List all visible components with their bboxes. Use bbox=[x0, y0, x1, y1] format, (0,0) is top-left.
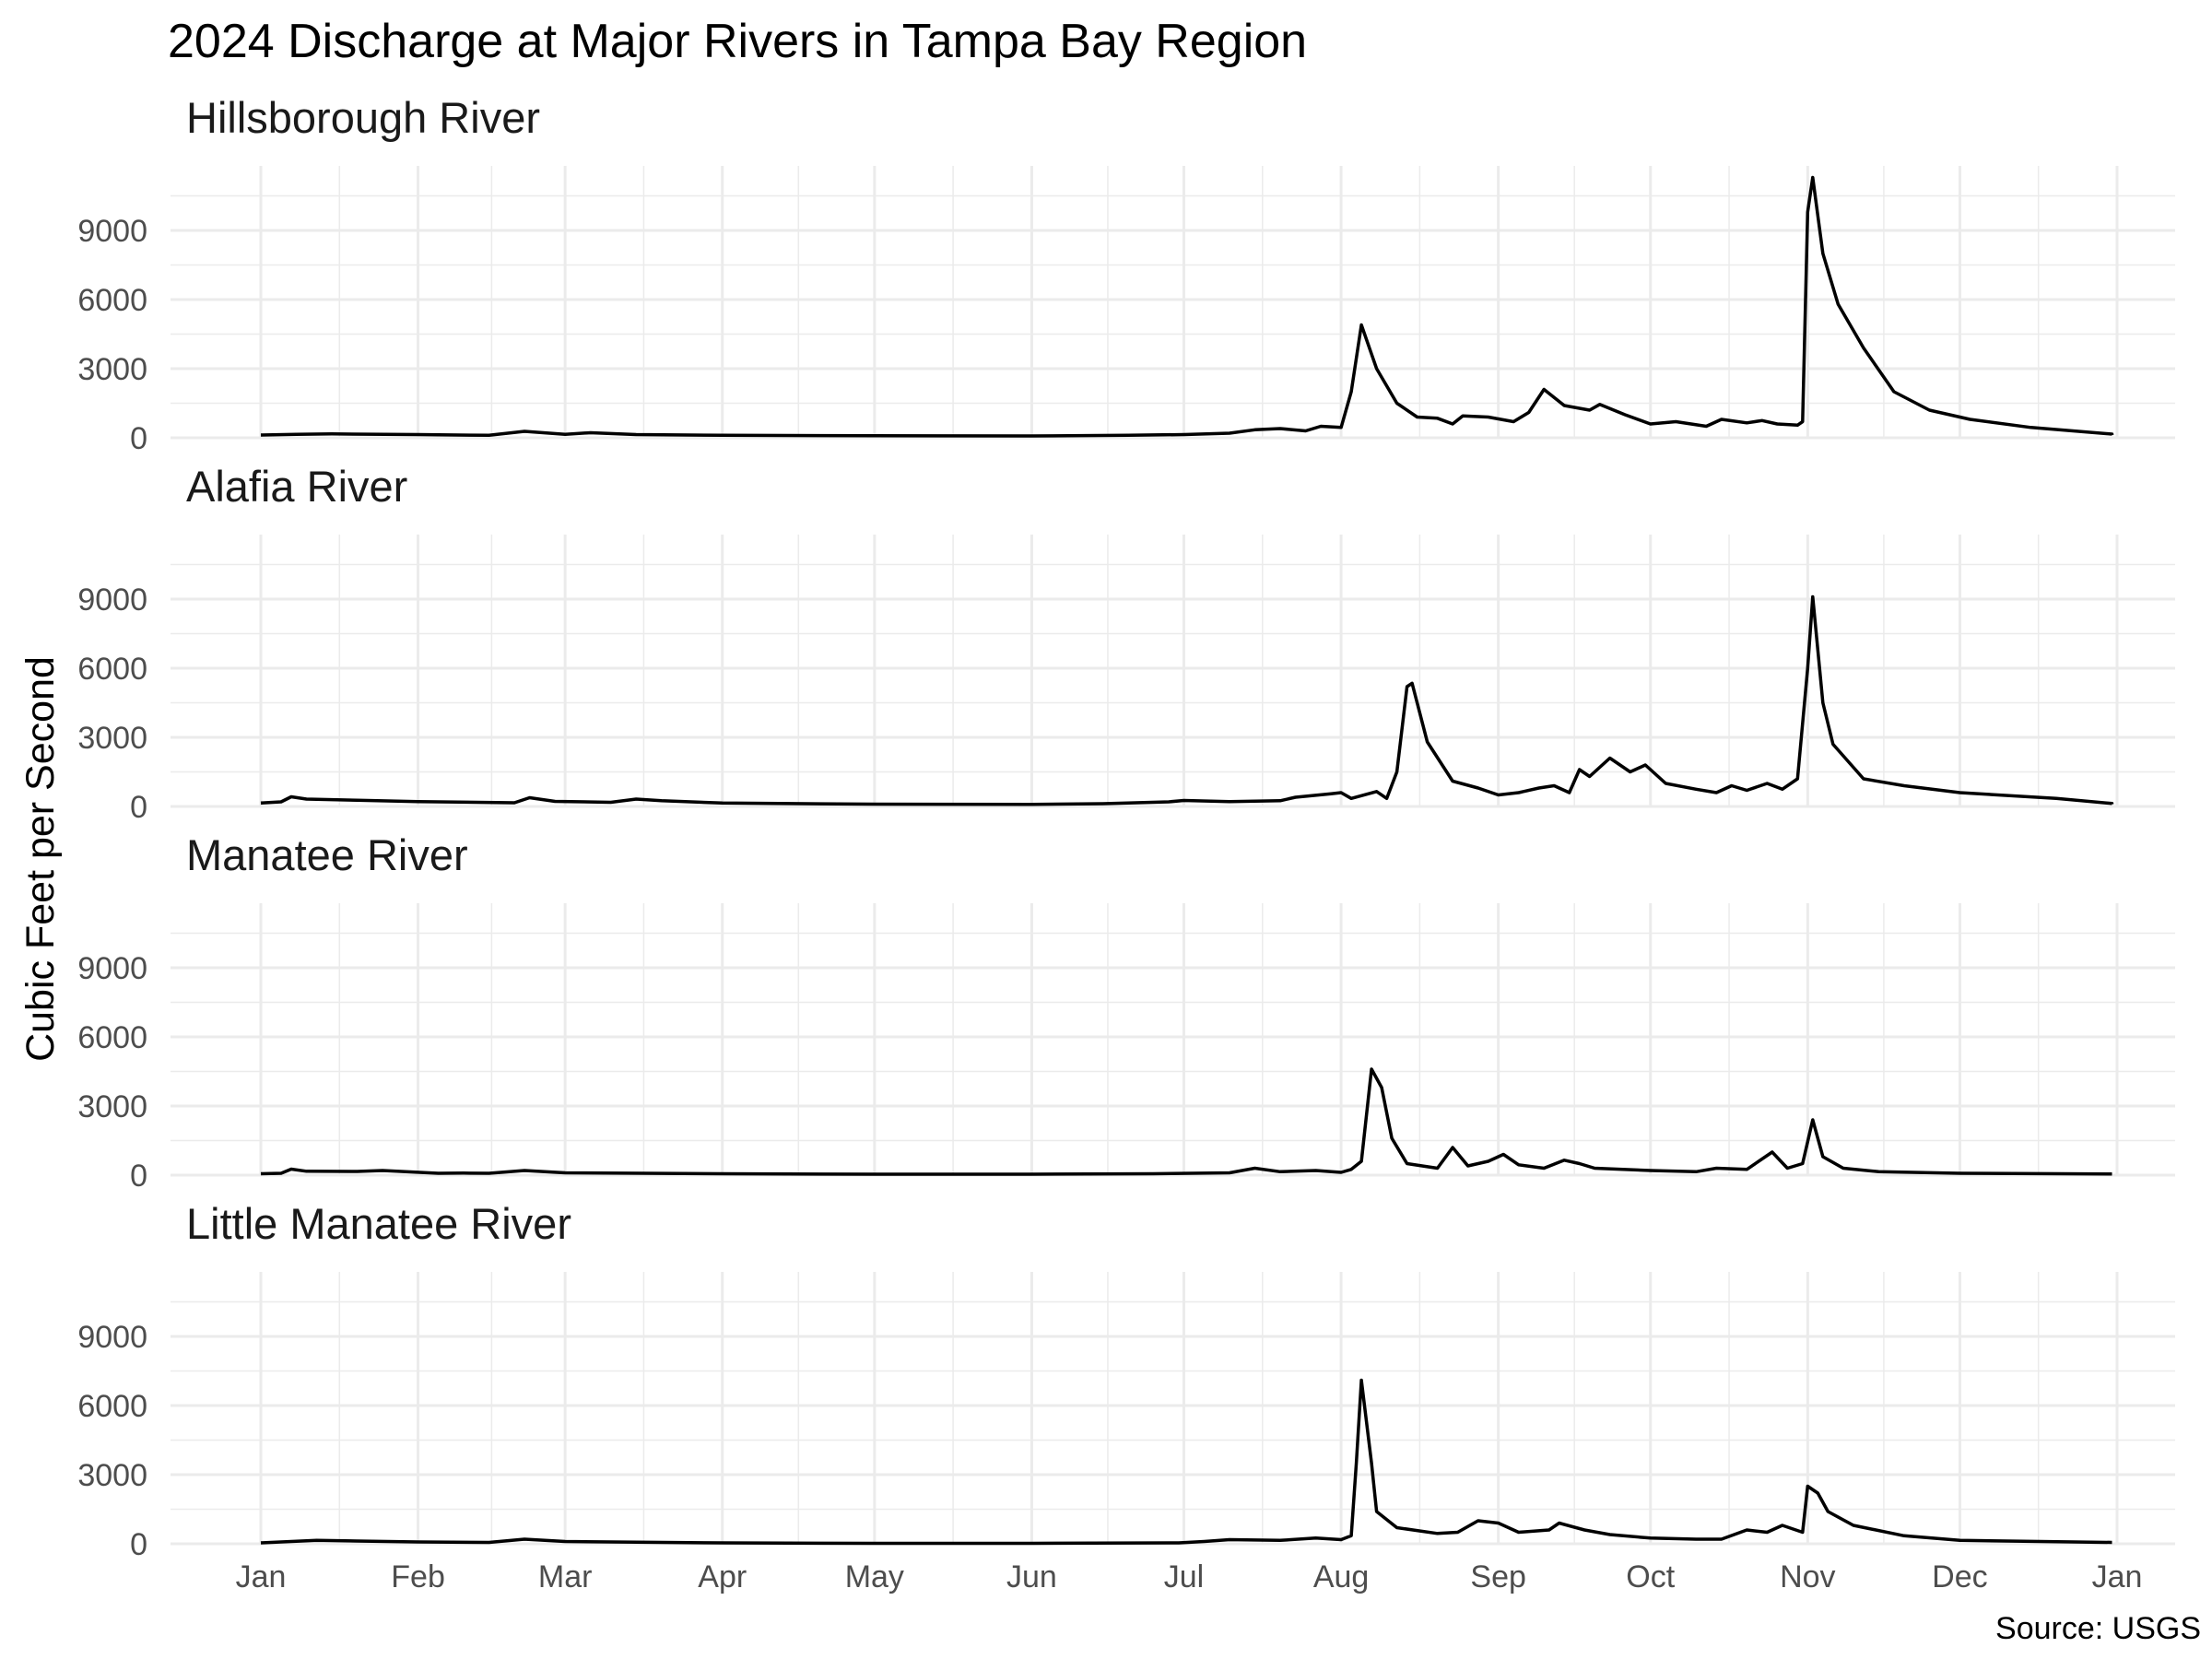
y-tick-label: 0 bbox=[130, 421, 147, 456]
series-line-2 bbox=[260, 1067, 2112, 1176]
x-tick-label: May bbox=[845, 1559, 904, 1594]
panel-title: Alafia River bbox=[186, 462, 407, 511]
x-tick-label: Feb bbox=[391, 1559, 445, 1594]
x-tick-label: Aug bbox=[1313, 1559, 1370, 1594]
series-line-1 bbox=[260, 594, 2114, 806]
panel-0: Hillsborough River 0 3000 6000 9000 bbox=[77, 93, 2175, 456]
x-tick-label: Jan bbox=[2092, 1559, 2143, 1594]
y-tick-label: 3000 bbox=[77, 352, 147, 387]
y-axis-label: Cubic Feet per Second bbox=[18, 656, 63, 1062]
panel-1: Alafia River 0 3000 6000 9000 bbox=[77, 462, 2175, 825]
y-tick-label: 0 bbox=[130, 790, 147, 825]
x-tick-label: Jun bbox=[1006, 1559, 1057, 1594]
panel-title: Little Manatee River bbox=[186, 1199, 571, 1248]
panel-3: Little Manatee River 0 3000 6000 9000 bbox=[77, 1199, 2175, 1562]
x-tick-label: Nov bbox=[1780, 1559, 1835, 1594]
x-axis: Jan Feb Mar Apr May Jun Jul Aug Sep Oct Nov Dec Jan bbox=[236, 1559, 2143, 1594]
x-tick-label: Mar bbox=[538, 1559, 593, 1594]
y-tick-label: 6000 bbox=[77, 283, 147, 318]
x-tick-label: Sep bbox=[1470, 1559, 1526, 1594]
panel-2: Manatee River 0 3000 6000 9000 bbox=[77, 830, 2175, 1194]
y-tick-label: 6000 bbox=[77, 652, 147, 687]
x-tick-label: Jan bbox=[236, 1559, 287, 1594]
series-line-3 bbox=[260, 1378, 2112, 1546]
y-tick-label: 0 bbox=[130, 1159, 147, 1194]
y-tick-label: 9000 bbox=[77, 1320, 147, 1355]
chart-caption: Source: USGS bbox=[1995, 1611, 2201, 1646]
x-tick-label: Apr bbox=[698, 1559, 747, 1594]
y-tick-label: 9000 bbox=[77, 582, 147, 618]
y-tick-label: 3000 bbox=[77, 1089, 147, 1124]
y-tick-label: 6000 bbox=[77, 1389, 147, 1424]
series-line-0 bbox=[260, 175, 2114, 438]
y-tick-label: 0 bbox=[130, 1527, 147, 1562]
y-tick-label: 6000 bbox=[77, 1020, 147, 1055]
y-tick-label: 9000 bbox=[77, 214, 147, 249]
x-tick-label: Jul bbox=[1164, 1559, 1204, 1594]
x-tick-label: Oct bbox=[1626, 1559, 1675, 1594]
panel-title: Manatee River bbox=[186, 830, 468, 879]
y-tick-label: 3000 bbox=[77, 1458, 147, 1493]
chart-title: 2024 Discharge at Major Rivers in Tampa … bbox=[168, 15, 1307, 68]
y-tick-label: 3000 bbox=[77, 721, 147, 756]
y-tick-label: 9000 bbox=[77, 951, 147, 986]
x-tick-label: Dec bbox=[1932, 1559, 1987, 1594]
panel-title: Hillsborough River bbox=[186, 93, 540, 142]
